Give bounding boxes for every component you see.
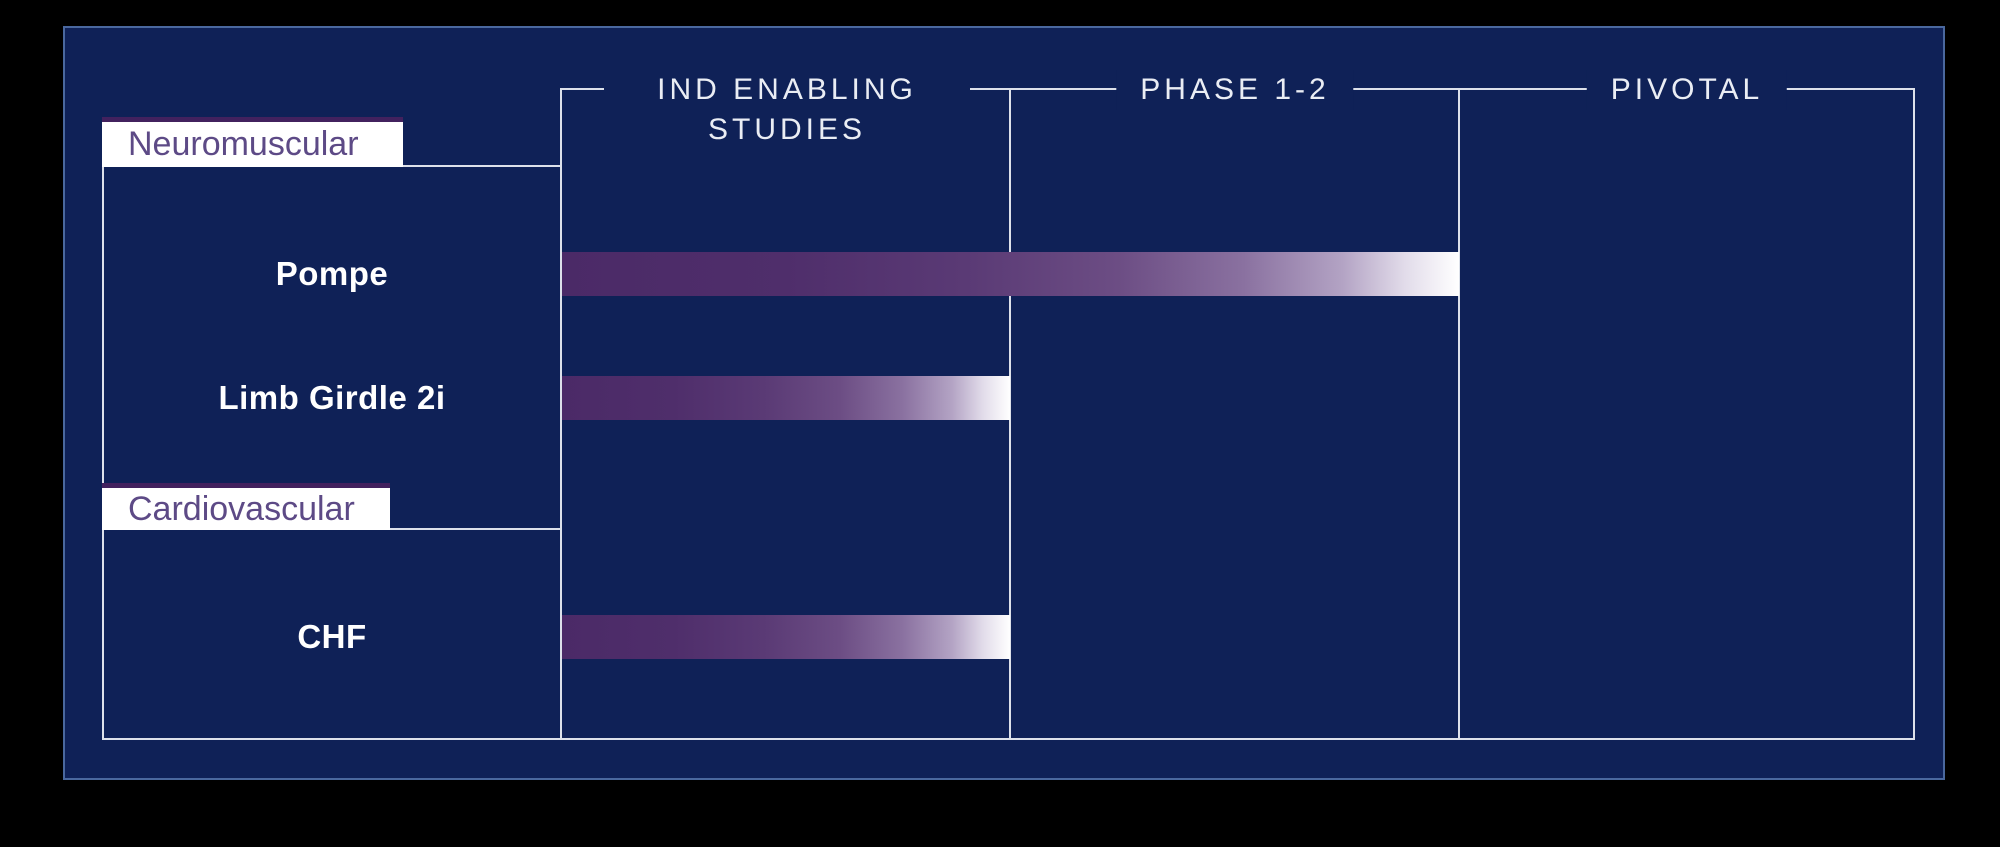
category-chip-cardiovascular: Cardiovascular <box>102 483 390 530</box>
category-chip-neuromuscular: Neuromuscular <box>102 117 403 167</box>
category-chip-label: Cardiovascular <box>128 489 355 528</box>
pipeline-slide: IND ENABLING STUDIES PHASE 1-2 PIVOTAL N… <box>63 26 1945 780</box>
program-label-pompe: Pompe <box>275 255 389 292</box>
program-label-chf: CHF <box>297 618 367 655</box>
pipeline-bar-limb-girdle-2i <box>562 376 1010 420</box>
category-chip-label: Neuromuscular <box>128 125 359 163</box>
stage-header-phase-1-2: PHASE 1-2 <box>1116 70 1354 110</box>
pipeline-bar-pompe <box>562 252 1459 296</box>
stage-header-ind-enabling-studies: IND ENABLING STUDIES <box>604 70 970 150</box>
neuromuscular-box-top-line <box>402 165 562 167</box>
column-border-ind-left <box>560 88 562 740</box>
cardiovascular-box-top-line <box>388 528 562 530</box>
column-divider-ind-phase12 <box>1009 88 1011 740</box>
column-divider-phase12-pivotal <box>1458 88 1460 740</box>
stage-header-pivotal: PIVOTAL <box>1586 70 1788 110</box>
program-label-limb-girdle-2i: Limb Girdle 2i <box>218 379 446 416</box>
chart-bottom-border <box>102 738 1915 740</box>
column-border-pivotal-right <box>1913 88 1915 740</box>
pipeline-bar-chf <box>562 615 1010 659</box>
chart-left-border <box>102 167 104 740</box>
